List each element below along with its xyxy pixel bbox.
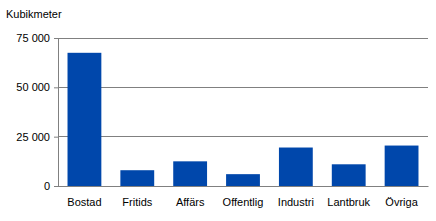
x-tick: Industri <box>278 186 314 208</box>
chart: 0 25 000 50 000 75 000 Bostad Fritids Affärs Of… <box>0 0 436 221</box>
x-axis-line <box>59 186 429 187</box>
bar <box>173 161 207 186</box>
grid-line <box>58 38 428 39</box>
y-tick-label: 75 000 <box>16 32 50 44</box>
y-tick-mark <box>54 87 58 88</box>
x-tick-label: Affärs <box>176 196 205 208</box>
y-tick: 25 000 <box>16 131 58 143</box>
y-tick: 50 000 <box>16 81 58 93</box>
x-tick-label: Bostad <box>67 196 101 208</box>
x-tick-label: Offentlig <box>223 196 264 208</box>
y-tick-label: 25 000 <box>16 131 50 143</box>
x-tick: Bostad <box>67 186 101 208</box>
y-tick-label: 50 000 <box>16 81 50 93</box>
grid-line <box>58 87 428 88</box>
y-tick: 0 <box>44 180 58 192</box>
y-tick-mark <box>54 38 58 39</box>
x-tick: Övriga <box>385 186 418 208</box>
bar <box>120 170 154 186</box>
x-tick: Offentlig <box>223 186 264 208</box>
x-tick: Fritids <box>122 186 152 208</box>
grid-line <box>58 136 428 137</box>
x-tick: Lantbruk <box>327 186 370 208</box>
plot: 0 25 000 50 000 75 000 Bostad Fritids Affärs Of… <box>16 32 428 208</box>
x-tick-label: Övriga <box>385 196 418 208</box>
bar <box>226 174 260 186</box>
y-tick-mark <box>54 137 58 138</box>
y-axis-line <box>54 39 59 187</box>
bar <box>385 146 419 186</box>
x-tick: Affärs <box>176 186 205 208</box>
y-tick-label: 0 <box>44 180 50 192</box>
y-axis: 0 25 000 50 000 75 000 <box>16 32 58 192</box>
grid <box>58 38 428 186</box>
x-tick-label: Lantbruk <box>327 196 370 208</box>
x-tick-label: Industri <box>278 196 314 208</box>
y-axis-title: Kubikmeter <box>6 8 62 20</box>
bar <box>332 164 366 186</box>
bar <box>68 53 102 186</box>
x-tick-label: Fritids <box>122 196 152 208</box>
x-axis: Bostad Fritids Affärs Offentlig Industri Lant… <box>59 186 429 208</box>
bar <box>279 148 313 186</box>
y-tick: 75 000 <box>16 32 58 44</box>
bars <box>68 53 419 186</box>
y-tick-mark <box>54 186 58 187</box>
